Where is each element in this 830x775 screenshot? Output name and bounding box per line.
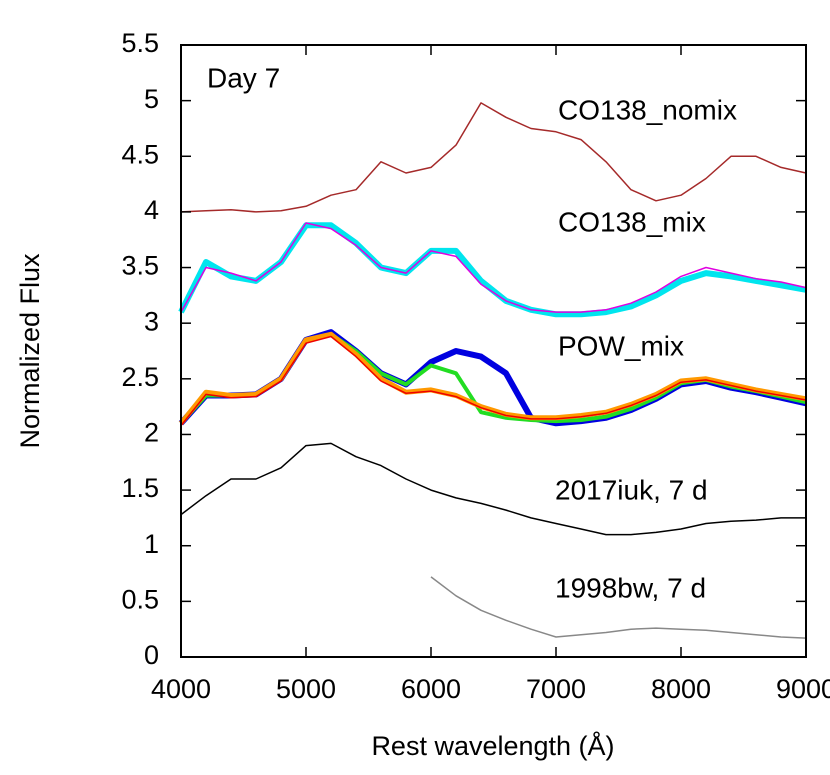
series-line bbox=[180, 102, 807, 213]
x-tick-label: 6000 bbox=[401, 674, 461, 704]
y-tick-label: 1 bbox=[144, 529, 159, 559]
y-tick-label: 3.5 bbox=[121, 251, 159, 281]
y-tick-label: 2 bbox=[144, 418, 159, 448]
x-tick-label: 8000 bbox=[651, 674, 711, 704]
series-line bbox=[179, 331, 807, 425]
plot-frame bbox=[180, 44, 807, 658]
y-tick-label: 4 bbox=[144, 195, 159, 225]
y-tick-label: 4.5 bbox=[121, 139, 159, 169]
annotation: 2017iuk, 7 d bbox=[555, 474, 708, 505]
annotation: Day 7 bbox=[207, 62, 280, 93]
series-line bbox=[180, 335, 807, 427]
y-tick-label: 5.5 bbox=[121, 28, 159, 58]
annotation: POW_mix bbox=[558, 330, 684, 361]
y-tick-label: 2.5 bbox=[121, 362, 159, 392]
series-line bbox=[180, 442, 806, 536]
series-line bbox=[180, 222, 807, 313]
annotation: 1998bw, 7 d bbox=[555, 572, 706, 603]
x-tick-label: 7000 bbox=[526, 674, 586, 704]
y-tick-label: 1.5 bbox=[121, 473, 159, 503]
x-tick-label: 5000 bbox=[276, 674, 336, 704]
annotation: CO138_nomix bbox=[558, 94, 737, 125]
y-tick-label: 0.5 bbox=[121, 584, 159, 614]
y-tick-label: 5 bbox=[144, 84, 159, 114]
y-axis-label: Normalized Flux bbox=[15, 253, 45, 449]
y-tick-label: 3 bbox=[144, 306, 159, 336]
y-tick-label: 0 bbox=[144, 640, 159, 670]
annotation: CO138_mix bbox=[558, 206, 706, 237]
x-tick-label: 9000 bbox=[776, 674, 830, 704]
series-line bbox=[178, 222, 807, 318]
series-line bbox=[430, 576, 807, 639]
x-tick-label: 4000 bbox=[151, 674, 211, 704]
x-axis-label: Rest wavelength (Å) bbox=[371, 730, 614, 761]
